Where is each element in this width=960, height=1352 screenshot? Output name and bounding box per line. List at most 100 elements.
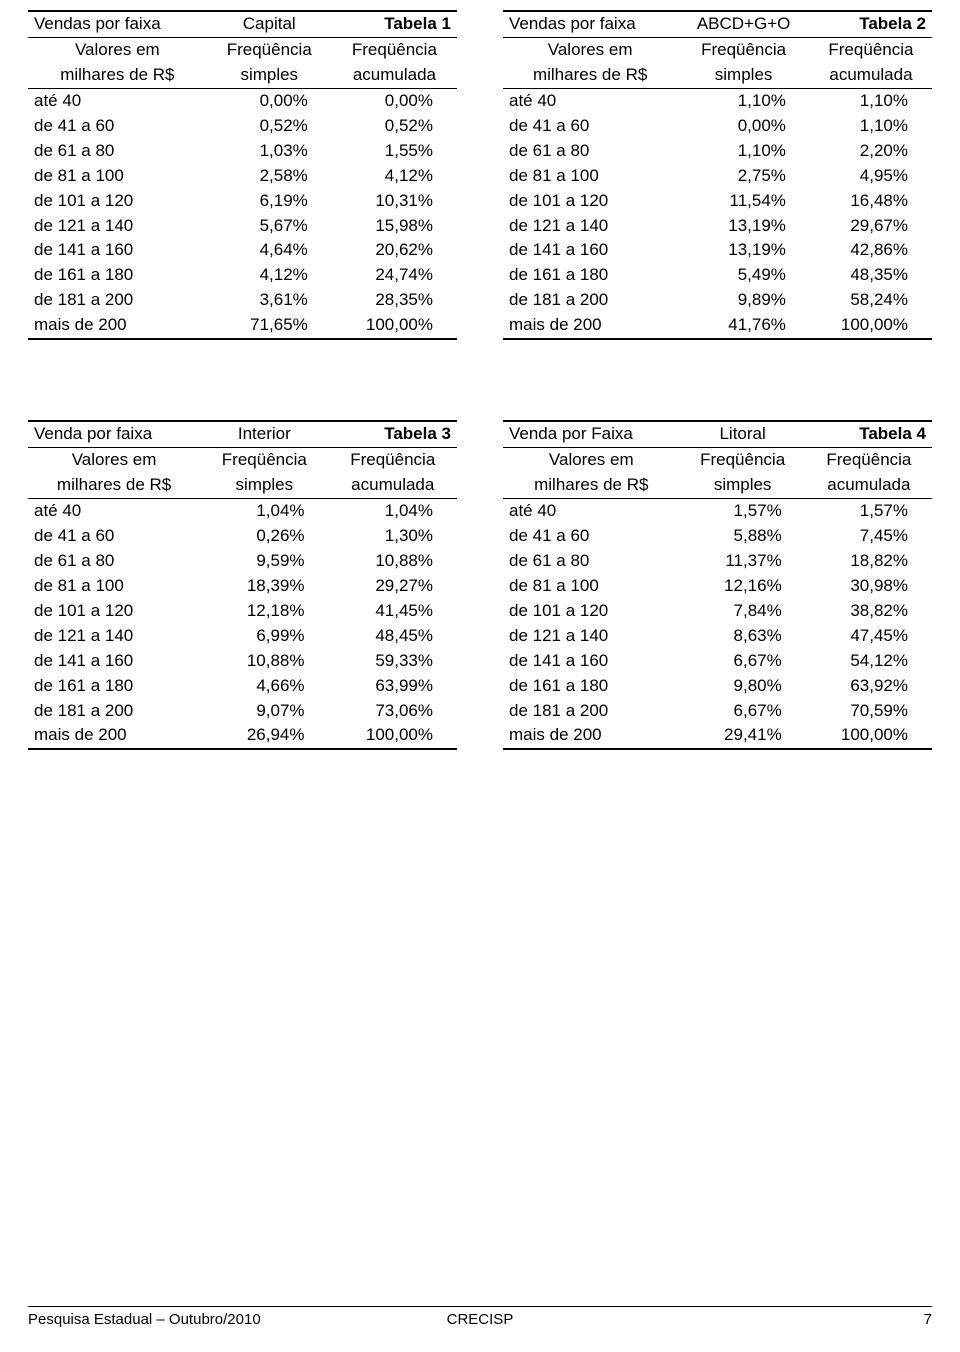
acumulada-cell: 1,30% [329, 524, 457, 549]
table-row: mais de 20026,94%100,00% [28, 723, 457, 749]
acumulada-cell: 73,06% [329, 699, 457, 724]
col3-head-line2: acumulada [810, 63, 932, 88]
acumulada-cell: 0,00% [332, 88, 457, 113]
simples-cell: 2,75% [677, 164, 810, 189]
acumulada-cell: 0,52% [332, 114, 457, 139]
category-cell: até 40 [28, 88, 207, 113]
col2-head-line2: simples [200, 473, 328, 498]
col2-head-line2: simples [207, 63, 332, 88]
acumulada-cell: 48,45% [329, 624, 457, 649]
acumulada-cell: 48,35% [810, 263, 932, 288]
simples-cell: 2,58% [207, 164, 332, 189]
acumulada-cell: 7,45% [806, 524, 932, 549]
simples-cell: 29,41% [680, 723, 806, 749]
category-cell: de 181 a 200 [28, 699, 200, 724]
simples-cell: 4,12% [207, 263, 332, 288]
table-row: de 61 a 809,59%10,88% [28, 549, 457, 574]
category-cell: até 40 [28, 499, 200, 524]
acumulada-cell: 100,00% [332, 313, 457, 339]
acumulada-cell: 2,20% [810, 139, 932, 164]
table-row: de 121 a 1406,99%48,45% [28, 624, 457, 649]
col3-head-line2: acumulada [329, 473, 457, 498]
acumulada-cell: 29,27% [329, 574, 457, 599]
acumulada-cell: 30,98% [806, 574, 932, 599]
table-row: de 81 a 1002,75%4,95% [503, 164, 932, 189]
table-row: mais de 20029,41%100,00% [503, 723, 932, 749]
acumulada-cell: 63,99% [329, 674, 457, 699]
category-cell: de 141 a 160 [503, 238, 677, 263]
tabela-4: Venda por Faixa Litoral Tabela 4 Valores… [503, 420, 932, 750]
table-row: de 181 a 2009,89%58,24% [503, 288, 932, 313]
t1-title: Vendas por faixa [28, 11, 207, 37]
category-cell: de 41 a 60 [503, 114, 677, 139]
acumulada-cell: 1,10% [810, 114, 932, 139]
table-row: de 101 a 12011,54%16,48% [503, 189, 932, 214]
simples-cell: 12,18% [200, 599, 328, 624]
col2-head-line2: simples [677, 63, 810, 88]
t2-title: Vendas por faixa [503, 11, 677, 37]
table-row: até 400,00%0,00% [28, 88, 457, 113]
category-cell: de 121 a 140 [503, 624, 680, 649]
t3-label: Tabela 3 [329, 421, 457, 447]
simples-cell: 1,10% [677, 88, 810, 113]
category-cell: de 141 a 160 [28, 649, 200, 674]
table-row: até 401,57%1,57% [503, 499, 932, 524]
col2-head-line2: simples [680, 473, 806, 498]
simples-cell: 3,61% [207, 288, 332, 313]
acumulada-cell: 1,57% [806, 499, 932, 524]
t3-body: até 401,04%1,04%de 41 a 600,26%1,30%de 6… [28, 499, 457, 750]
table-row: de 101 a 1206,19%10,31% [28, 189, 457, 214]
simples-cell: 8,63% [680, 624, 806, 649]
acumulada-cell: 1,10% [810, 88, 932, 113]
category-cell: de 81 a 100 [503, 164, 677, 189]
category-cell: de 61 a 80 [28, 139, 207, 164]
table-row: de 161 a 1804,66%63,99% [28, 674, 457, 699]
table-row: de 121 a 1405,67%15,98% [28, 214, 457, 239]
category-cell: de 161 a 180 [503, 674, 680, 699]
col3-head-line1: Freqüência [806, 448, 932, 473]
acumulada-cell: 42,86% [810, 238, 932, 263]
t4-label: Tabela 4 [806, 421, 932, 447]
category-cell: de 61 a 80 [503, 139, 677, 164]
col2-head-line1: Freqüência [677, 37, 810, 62]
simples-cell: 5,88% [680, 524, 806, 549]
acumulada-cell: 58,24% [810, 288, 932, 313]
table-row: de 121 a 14013,19%29,67% [503, 214, 932, 239]
table-row: de 181 a 2003,61%28,35% [28, 288, 457, 313]
simples-cell: 18,39% [200, 574, 328, 599]
simples-cell: 12,16% [680, 574, 806, 599]
simples-cell: 9,89% [677, 288, 810, 313]
table-row: de 141 a 1604,64%20,62% [28, 238, 457, 263]
simples-cell: 1,03% [207, 139, 332, 164]
table-row: até 401,04%1,04% [28, 499, 457, 524]
t4-title: Venda por Faixa [503, 421, 680, 447]
simples-cell: 26,94% [200, 723, 328, 749]
acumulada-cell: 10,88% [329, 549, 457, 574]
category-cell: de 101 a 120 [503, 189, 677, 214]
t2-label: Tabela 2 [810, 11, 932, 37]
category-cell: de 181 a 200 [503, 699, 680, 724]
acumulada-cell: 18,82% [806, 549, 932, 574]
table-row: de 161 a 1805,49%48,35% [503, 263, 932, 288]
category-cell: de 81 a 100 [28, 574, 200, 599]
category-cell: de 101 a 120 [503, 599, 680, 624]
category-cell: de 181 a 200 [28, 288, 207, 313]
category-cell: de 61 a 80 [503, 549, 680, 574]
simples-cell: 13,19% [677, 238, 810, 263]
simples-cell: 4,64% [207, 238, 332, 263]
simples-cell: 6,67% [680, 649, 806, 674]
acumulada-cell: 1,04% [329, 499, 457, 524]
category-cell: mais de 200 [503, 313, 677, 339]
col3-head-line1: Freqüência [329, 448, 457, 473]
category-cell: mais de 200 [503, 723, 680, 749]
category-cell: de 121 a 140 [28, 624, 200, 649]
simples-cell: 0,00% [207, 88, 332, 113]
table-row: de 41 a 600,52%0,52% [28, 114, 457, 139]
simples-cell: 6,19% [207, 189, 332, 214]
category-cell: de 161 a 180 [503, 263, 677, 288]
acumulada-cell: 100,00% [329, 723, 457, 749]
category-cell: mais de 200 [28, 723, 200, 749]
table-row: de 41 a 605,88%7,45% [503, 524, 932, 549]
simples-cell: 10,88% [200, 649, 328, 674]
acumulada-cell: 63,92% [806, 674, 932, 699]
